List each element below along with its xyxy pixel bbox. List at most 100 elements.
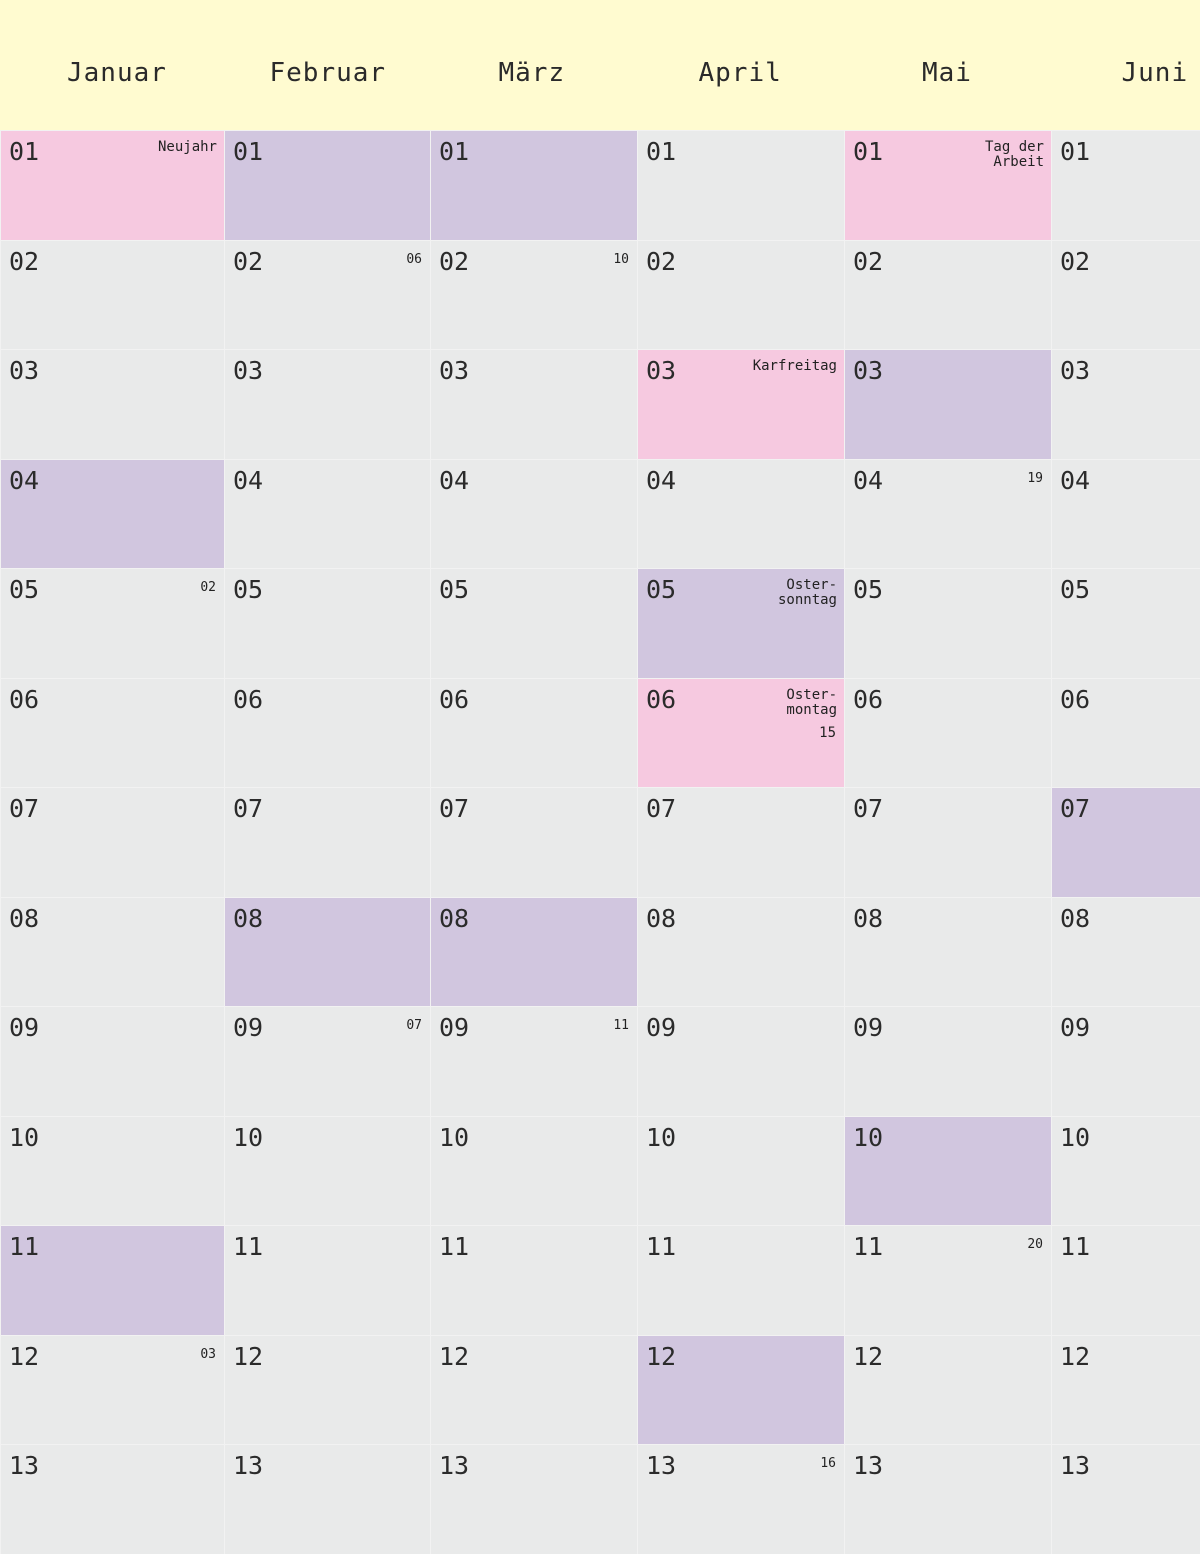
day-cell[interactable]: 03: [0, 349, 224, 459]
day-cell[interactable]: 09: [844, 1006, 1051, 1116]
day-cell[interactable]: 13: [844, 1444, 1051, 1554]
day-cell[interactable]: 12: [224, 1334, 430, 1445]
day-cell[interactable]: 05: [844, 568, 1051, 678]
holiday-day-cell[interactable]: 03 Karfreitag: [637, 349, 844, 459]
day-cell[interactable]: 06: [430, 677, 637, 788]
day-cell[interactable]: 10: [637, 1115, 844, 1226]
day-cell[interactable]: 08: [844, 896, 1051, 1007]
week-number: 19: [1027, 470, 1043, 486]
day-cell[interactable]: 02: [0, 239, 224, 350]
day-cell[interactable]: 02: [844, 239, 1051, 350]
weekend-day-cell[interactable]: 01: [430, 130, 637, 240]
weekend-day-cell[interactable]: 10: [844, 1115, 1051, 1226]
day-cell[interactable]: 10: [0, 1115, 224, 1226]
weekend-day-cell[interactable]: 01: [224, 130, 430, 240]
day-number: 06: [439, 684, 470, 714]
day-number: 07: [646, 794, 677, 823]
day-cell[interactable]: 09: [637, 1006, 844, 1116]
day-cell[interactable]: 13: [1051, 1444, 1200, 1554]
day-cell[interactable]: 11: [637, 1225, 844, 1335]
day-cell[interactable]: 10: [1051, 1115, 1200, 1226]
day-number: 08: [646, 903, 677, 933]
day-number: 05: [646, 575, 677, 604]
day-number: 12: [439, 1341, 470, 1371]
day-cell[interactable]: 09 07: [224, 1006, 430, 1116]
weekend-day-cell[interactable]: 11: [0, 1225, 224, 1335]
day-number: 11: [9, 1232, 40, 1261]
day-number: 10: [646, 1122, 677, 1152]
day-cell[interactable]: 08: [637, 896, 844, 1007]
day-cell[interactable]: 08: [1051, 896, 1200, 1007]
holiday-day-cell[interactable]: 01 Tag der Arbeit: [844, 130, 1051, 240]
weekend-day-cell[interactable]: 07: [1051, 787, 1200, 897]
day-cell[interactable]: 12: [844, 1334, 1051, 1445]
day-cell[interactable]: 08: [0, 896, 224, 1007]
day-cell[interactable]: 10: [224, 1115, 430, 1226]
day-cell[interactable]: 05: [224, 568, 430, 678]
day-cell[interactable]: 03: [430, 349, 637, 459]
day-cell[interactable]: 06: [1051, 677, 1200, 788]
holiday-label: Karfreitag: [752, 358, 837, 374]
day-number: 01: [1060, 137, 1091, 166]
day-cell[interactable]: 09: [0, 1006, 224, 1116]
day-cell[interactable]: 12: [430, 1334, 637, 1445]
day-cell[interactable]: 04: [1051, 458, 1200, 569]
day-number: 07: [9, 794, 40, 823]
weekend-day-cell[interactable]: 05 Oster-sonntag: [637, 568, 844, 678]
day-cell[interactable]: 11: [224, 1225, 430, 1335]
holiday-day-cell[interactable]: 01 Neujahr: [0, 130, 224, 240]
day-cell[interactable]: 04 19: [844, 458, 1051, 569]
day-cell[interactable]: 11 20: [844, 1225, 1051, 1335]
day-cell[interactable]: 05: [1051, 568, 1200, 678]
day-number: 13: [1060, 1451, 1091, 1480]
day-cell[interactable]: 07: [844, 787, 1051, 897]
day-cell[interactable]: 07: [224, 787, 430, 897]
day-number: 08: [233, 903, 264, 933]
day-number: 07: [233, 794, 264, 823]
day-cell[interactable]: 13: [0, 1444, 224, 1554]
day-cell[interactable]: 09 11: [430, 1006, 637, 1116]
day-cell[interactable]: 12 03: [0, 1334, 224, 1445]
day-cell[interactable]: 04: [430, 458, 637, 569]
day-number: 02: [9, 246, 40, 276]
day-cell[interactable]: 02: [637, 239, 844, 350]
day-number: 01: [646, 137, 677, 166]
day-cell[interactable]: 07: [0, 787, 224, 897]
day-cell[interactable]: 01: [1051, 130, 1200, 240]
week-number: 06: [406, 251, 422, 267]
day-cell[interactable]: 02 10: [430, 239, 637, 350]
day-cell[interactable]: 02: [1051, 239, 1200, 350]
day-cell[interactable]: 05 02: [0, 568, 224, 678]
day-cell[interactable]: 13: [224, 1444, 430, 1554]
day-cell[interactable]: 07: [430, 787, 637, 897]
day-cell[interactable]: 07: [637, 787, 844, 897]
day-number: 03: [233, 356, 264, 385]
day-number: 06: [9, 684, 40, 714]
day-cell[interactable]: 06: [224, 677, 430, 788]
weekend-day-cell[interactable]: 08: [224, 896, 430, 1007]
weekend-day-cell[interactable]: 03: [844, 349, 1051, 459]
day-cell[interactable]: 12: [1051, 1334, 1200, 1445]
day-cell[interactable]: 01: [637, 130, 844, 240]
day-cell[interactable]: 04: [224, 458, 430, 569]
day-cell[interactable]: 06: [0, 677, 224, 788]
day-cell[interactable]: 02 06: [224, 239, 430, 350]
day-cell[interactable]: 11: [1051, 1225, 1200, 1335]
day-cell[interactable]: 03: [1051, 349, 1200, 459]
day-cell[interactable]: 05: [430, 568, 637, 678]
holiday-day-cell[interactable]: 06 Oster-montag 15: [637, 677, 844, 788]
weekend-day-cell[interactable]: 12: [637, 1334, 844, 1445]
day-cell[interactable]: 11: [430, 1225, 637, 1335]
day-cell[interactable]: 10: [430, 1115, 637, 1226]
day-cell[interactable]: 13 16: [637, 1444, 844, 1554]
day-cell[interactable]: 06: [844, 677, 1051, 788]
day-number: 10: [233, 1122, 264, 1152]
day-cell[interactable]: 13: [430, 1444, 637, 1554]
weekend-day-cell[interactable]: 08: [430, 896, 637, 1007]
day-cell[interactable]: 03: [224, 349, 430, 459]
weekend-day-cell[interactable]: 04: [0, 458, 224, 569]
week-number: 11: [613, 1018, 629, 1033]
day-cell[interactable]: 09: [1051, 1006, 1200, 1116]
week-number: 03: [200, 1346, 216, 1362]
day-cell[interactable]: 04: [637, 458, 844, 569]
